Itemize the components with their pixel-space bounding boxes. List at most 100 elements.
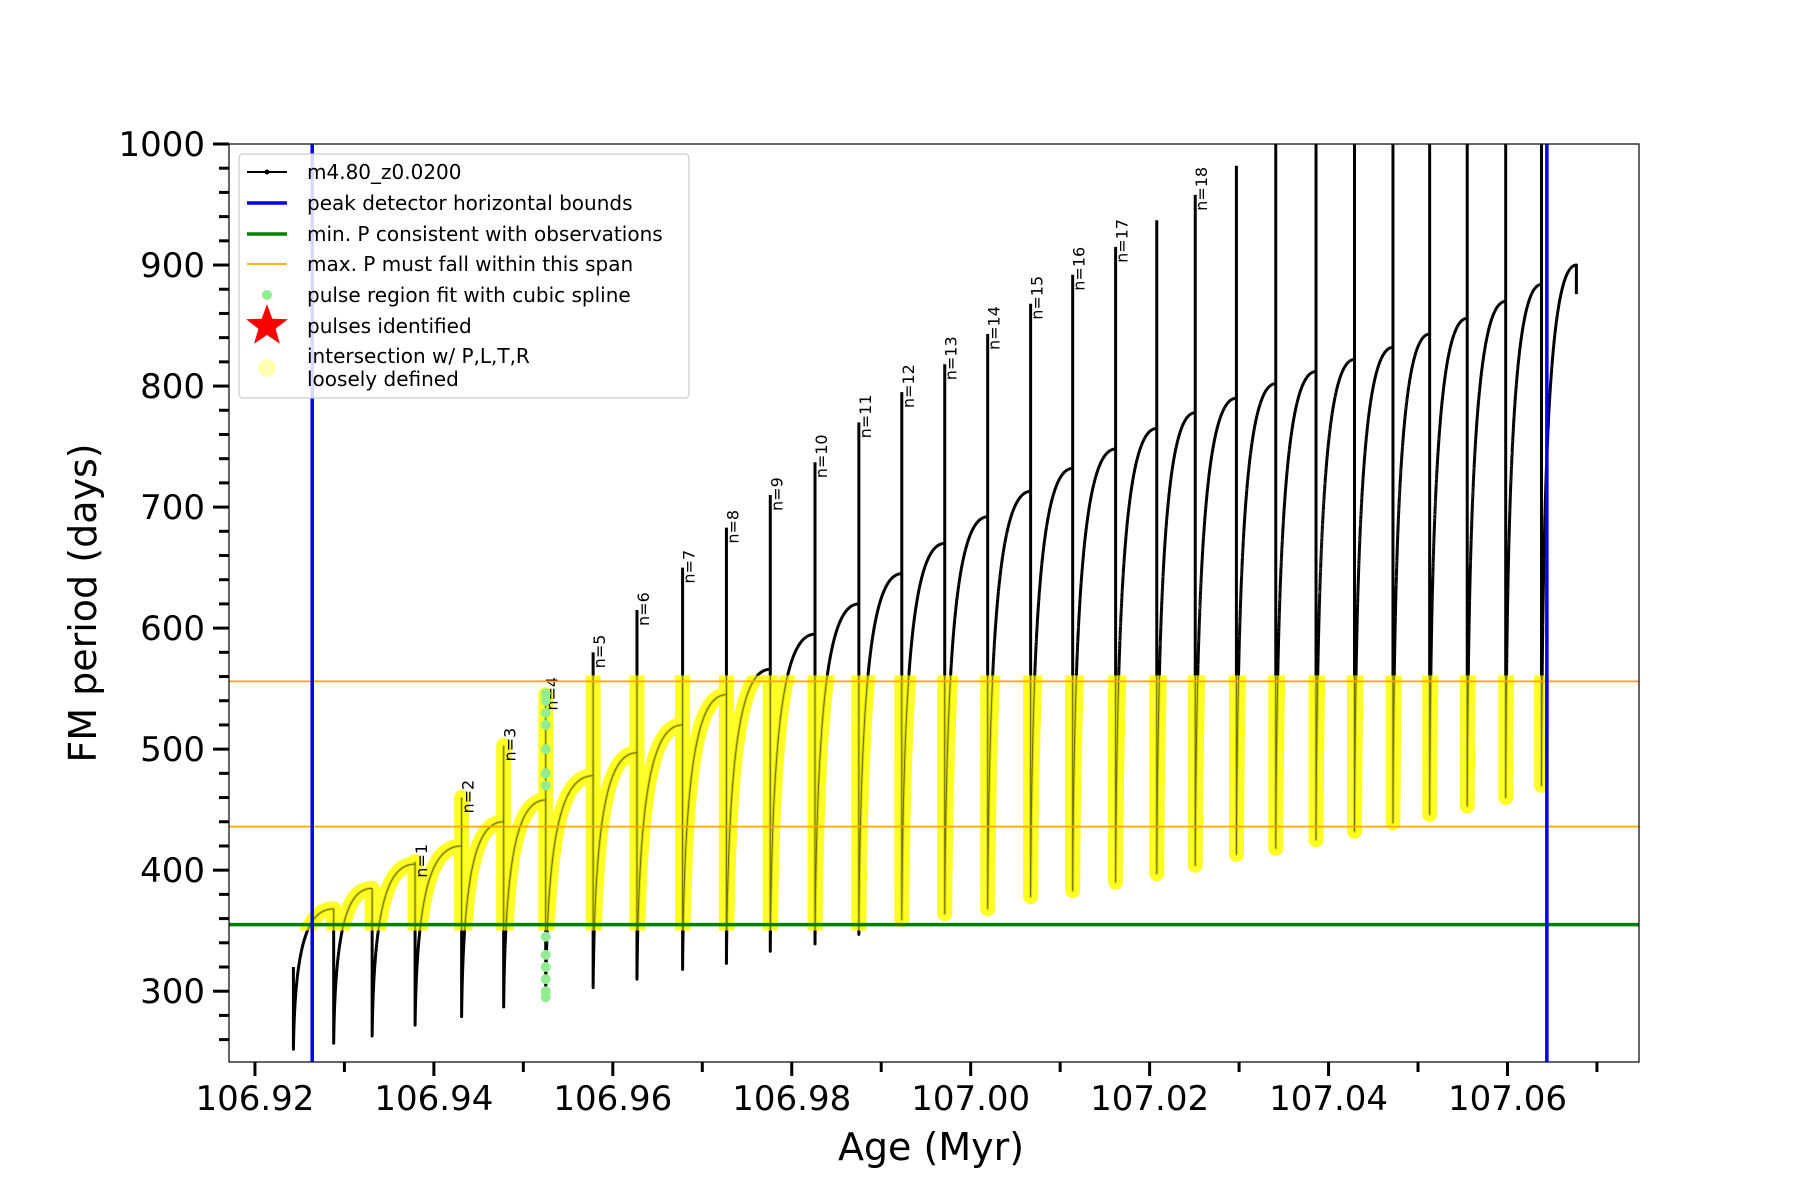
pulse-label: n=2 xyxy=(459,780,478,814)
legend-label-line: loosely defined xyxy=(307,367,459,391)
x-axis-label: Age (Myr) xyxy=(838,1125,1024,1169)
intersection-region xyxy=(1346,675,1364,839)
intersection-region xyxy=(326,880,380,931)
pulse-label: n=17 xyxy=(1113,219,1132,263)
pulse-label: n=10 xyxy=(812,434,831,478)
pulse-label: n=14 xyxy=(985,306,1004,350)
fm-period-overlay xyxy=(1392,675,1395,823)
intersection-region xyxy=(851,675,876,931)
plot-frame xyxy=(228,143,1640,1063)
legend-marker xyxy=(258,359,276,377)
fm-period-overlay xyxy=(307,908,334,931)
legend-label-line: intersection w/ P,L,T,R xyxy=(307,344,530,368)
fm-period-overlay xyxy=(1194,675,1199,866)
pulse-label: n=8 xyxy=(723,510,742,544)
y-tick-label: 700 xyxy=(140,488,205,528)
fm-period-overlay xyxy=(725,675,759,931)
intersection-region xyxy=(1268,675,1286,856)
pulse-label: n=1 xyxy=(412,844,431,878)
intersection-region xyxy=(1149,675,1167,882)
intersection-region xyxy=(807,675,835,931)
intersection-region xyxy=(1422,675,1439,822)
fm-period-overlay xyxy=(545,694,594,931)
spline-point xyxy=(540,707,551,718)
fm-period-overlay xyxy=(769,675,789,931)
pulse-label: n=9 xyxy=(767,477,786,511)
fm-period-overlay xyxy=(987,675,994,909)
legend-label: m4.80_z0.0200 xyxy=(307,160,462,184)
legend-entry: pulses identified xyxy=(246,304,472,344)
y-tick-label: 800 xyxy=(140,367,205,407)
fm-period-overlay xyxy=(592,675,637,931)
y-tick-label: 1000 xyxy=(118,125,205,165)
fm-period-overlay xyxy=(414,845,462,931)
spline-point xyxy=(540,768,551,779)
intersection-region xyxy=(1108,675,1127,890)
intersection-region xyxy=(454,790,512,931)
intersection-band xyxy=(299,675,1550,931)
pulse-label: n=11 xyxy=(856,394,875,438)
spline-point xyxy=(540,992,551,1003)
fm-period-overlay xyxy=(503,745,546,931)
x-tick-label: 107.04 xyxy=(1269,1079,1388,1119)
intersection-region xyxy=(364,856,423,931)
legend-label: min. P consistent with observations xyxy=(307,222,663,246)
legend-entry: min. P consistent with observations xyxy=(247,222,663,246)
fm-period-overlay xyxy=(1429,675,1432,815)
intersection-region xyxy=(937,675,959,922)
y-tick-label: 600 xyxy=(140,609,205,649)
legend-entry: peak detector horizontal bounds xyxy=(247,191,633,215)
pulse-label: n=12 xyxy=(899,364,918,408)
pulse-label: n=5 xyxy=(590,635,609,669)
intersection-region xyxy=(1308,675,1326,848)
fm-period-overlay xyxy=(1156,675,1160,874)
intersection-region xyxy=(538,687,601,931)
x-tick-label: 106.92 xyxy=(195,1079,314,1119)
intersection-region xyxy=(980,675,1001,917)
intersection-region xyxy=(762,675,796,931)
pulse-label: n=16 xyxy=(1070,247,1089,291)
fm-period-overlay xyxy=(1353,675,1357,832)
fm-period-overlay xyxy=(371,863,416,931)
fm-period-overlay xyxy=(1275,675,1279,849)
fm-period-overlay xyxy=(814,675,828,931)
fm-period-overlay xyxy=(944,675,952,914)
spline-point xyxy=(540,744,551,755)
fm-period-overlay xyxy=(636,675,683,931)
fm-period-overlay xyxy=(1315,675,1319,840)
fm-period-overlay xyxy=(1466,675,1469,807)
legend-label: pulse region fit with cubic spline xyxy=(307,283,631,307)
legend-marker xyxy=(246,304,288,344)
pulse-label: n=18 xyxy=(1192,167,1211,211)
pulse-label: n=3 xyxy=(501,728,520,762)
legend-label: peak detector horizontal bounds xyxy=(307,191,633,215)
intersection-region xyxy=(299,901,342,931)
intersection-region xyxy=(894,675,917,928)
fm-period-overlay xyxy=(333,887,373,931)
spline-point xyxy=(540,974,551,985)
intersection-region xyxy=(1065,675,1084,899)
fm-period-overlay xyxy=(682,675,727,931)
intersection-region xyxy=(407,838,470,931)
spline-point xyxy=(540,931,551,942)
x-tick-label: 106.94 xyxy=(374,1079,493,1119)
fm-period-cycle xyxy=(1539,144,1578,787)
spline-point xyxy=(540,780,551,791)
fm-period-overlay xyxy=(1072,675,1077,891)
x-tick-label: 107.02 xyxy=(1090,1079,1209,1119)
spline-point xyxy=(540,695,551,706)
legend-box xyxy=(238,153,690,399)
intersection-region xyxy=(496,738,554,931)
fm-period-overlay xyxy=(858,675,869,931)
x-tick-label: 107.06 xyxy=(1448,1079,1567,1119)
spline-point xyxy=(540,961,551,972)
intersection-region xyxy=(585,675,645,931)
intersection-region xyxy=(1228,675,1247,862)
x-tick-label: 106.96 xyxy=(553,1079,672,1119)
spline-point xyxy=(540,688,551,699)
intersection-region xyxy=(1023,675,1043,905)
legend-entry: max. P must fall within this span xyxy=(247,252,633,276)
fm-period-overlay xyxy=(1505,675,1508,798)
plot-area: n=1n=2n=3n=4n=5n=6n=7n=8n=9n=10n=11n=12n… xyxy=(291,144,1578,1051)
